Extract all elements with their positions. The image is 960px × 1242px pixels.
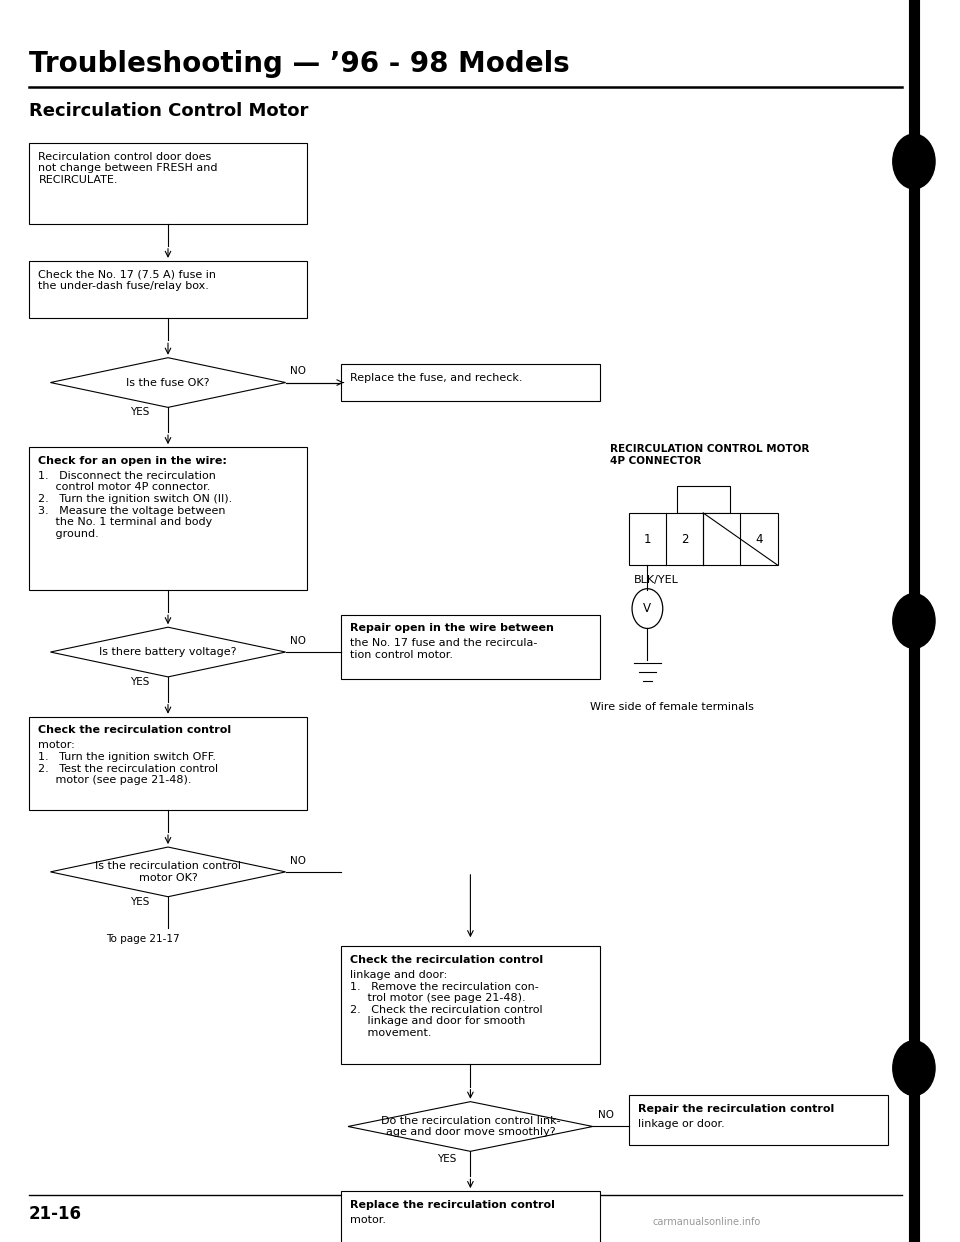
Text: 4: 4 [756, 533, 763, 545]
Text: Repair open in the wire between: Repair open in the wire between [350, 623, 554, 633]
Text: Is the fuse OK?: Is the fuse OK? [127, 378, 209, 388]
Polygon shape [50, 627, 286, 677]
Text: To page 21-17: To page 21-17 [106, 934, 180, 944]
Text: linkage or door.: linkage or door. [638, 1119, 725, 1129]
Text: 21-16: 21-16 [29, 1205, 82, 1222]
Text: NO: NO [290, 856, 306, 866]
Text: Check for an open in the wire:: Check for an open in the wire: [38, 456, 228, 466]
Text: the No. 17 fuse and the recircula-
tion control motor.: the No. 17 fuse and the recircula- tion … [350, 638, 538, 660]
Circle shape [893, 1041, 935, 1095]
Text: Wire side of female terminals: Wire side of female terminals [590, 702, 755, 712]
Text: YES: YES [130, 897, 149, 907]
FancyBboxPatch shape [29, 717, 307, 810]
Text: motor.: motor. [350, 1215, 386, 1225]
Text: Recirculation Control Motor: Recirculation Control Motor [29, 102, 308, 119]
FancyBboxPatch shape [29, 447, 307, 590]
Text: Troubleshooting — ’96 - 98 Models: Troubleshooting — ’96 - 98 Models [29, 50, 569, 78]
Text: NO: NO [290, 366, 306, 376]
Text: Replace the recirculation control: Replace the recirculation control [350, 1200, 555, 1210]
Text: BLK/YEL: BLK/YEL [634, 575, 679, 585]
Text: 2: 2 [681, 533, 688, 545]
FancyBboxPatch shape [677, 486, 730, 513]
Text: Is there battery voltage?: Is there battery voltage? [99, 647, 237, 657]
Text: Check the recirculation control: Check the recirculation control [38, 725, 231, 735]
Text: Repair the recirculation control: Repair the recirculation control [638, 1104, 834, 1114]
Text: Do the recirculation control link-
age and door move smoothly?: Do the recirculation control link- age a… [380, 1115, 561, 1138]
Text: YES: YES [437, 1154, 456, 1164]
Text: motor:
1.   Turn the ignition switch OFF.
2.   Test the recirculation control
  : motor: 1. Turn the ignition switch OFF. … [38, 740, 219, 785]
FancyBboxPatch shape [341, 1191, 600, 1242]
Polygon shape [50, 847, 286, 897]
FancyBboxPatch shape [341, 364, 600, 401]
FancyBboxPatch shape [629, 1095, 888, 1145]
Text: Recirculation control door does
not change between FRESH and
RECIRCULATE.: Recirculation control door does not chan… [38, 152, 218, 185]
Polygon shape [348, 1102, 592, 1151]
Text: V: V [643, 602, 652, 615]
Circle shape [893, 594, 935, 648]
Circle shape [893, 134, 935, 189]
Text: YES: YES [130, 677, 149, 687]
Text: Check the recirculation control: Check the recirculation control [350, 955, 543, 965]
Text: YES: YES [130, 407, 149, 417]
Text: Is the recirculation control
motor OK?: Is the recirculation control motor OK? [95, 861, 241, 883]
Text: Replace the fuse, and recheck.: Replace the fuse, and recheck. [350, 373, 523, 383]
Text: linkage and door:
1.   Remove the recirculation con-
     trol motor (see page 2: linkage and door: 1. Remove the recircul… [350, 970, 543, 1038]
Text: 1.   Disconnect the recirculation
     control motor 4P connector.
2.   Turn the: 1. Disconnect the recirculation control … [38, 471, 232, 539]
FancyBboxPatch shape [341, 946, 600, 1064]
Text: 1: 1 [643, 533, 651, 545]
Circle shape [632, 589, 662, 628]
Polygon shape [50, 358, 286, 407]
FancyBboxPatch shape [29, 143, 307, 224]
Text: NO: NO [597, 1110, 613, 1120]
Text: RECIRCULATION CONTROL MOTOR
4P CONNECTOR: RECIRCULATION CONTROL MOTOR 4P CONNECTOR [610, 445, 809, 466]
Text: Check the No. 17 (7.5 A) fuse in
the under-dash fuse/relay box.: Check the No. 17 (7.5 A) fuse in the und… [38, 270, 216, 291]
Text: carmanualsonline.info: carmanualsonline.info [653, 1217, 761, 1227]
Text: NO: NO [290, 636, 306, 646]
FancyBboxPatch shape [629, 513, 778, 565]
FancyBboxPatch shape [341, 615, 600, 679]
FancyBboxPatch shape [29, 261, 307, 318]
